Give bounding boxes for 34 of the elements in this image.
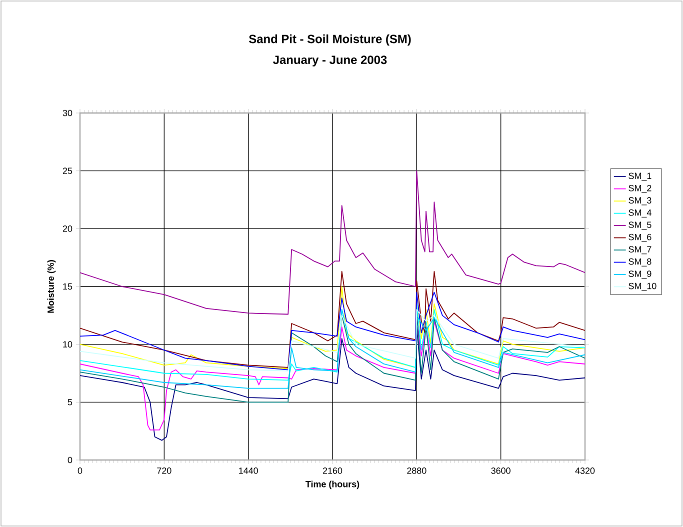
chart-title: Sand Pit - Soil Moisture (SM)	[248, 34, 411, 46]
y-tick-label: 30	[62, 110, 72, 116]
x-axis-title: Time (hours)	[306, 480, 360, 490]
x-tick-label: 3600	[491, 468, 510, 474]
legend-label: SM_7	[628, 246, 652, 254]
y-tick-label: 10	[63, 341, 72, 348]
legend-label: SM_6	[628, 234, 652, 242]
legend-label: SM_10	[628, 282, 656, 291]
y-tick-label: 20	[62, 225, 72, 232]
line-series	[80, 271, 586, 368]
legend-label: SM_3	[628, 197, 652, 206]
legend-label: SM_5	[628, 222, 652, 230]
legend-label: SM_4	[628, 209, 652, 218]
legend-label: SM_1	[628, 172, 652, 181]
y-axis-title: Moisture (%)	[47, 260, 56, 313]
y-tick-label: 15	[63, 283, 72, 290]
x-tick-label: 4320	[575, 468, 595, 474]
x-tick-label: 1440	[239, 468, 258, 474]
line-series	[80, 309, 586, 372]
x-tick-label: 0	[78, 468, 82, 474]
line-series	[80, 170, 586, 315]
x-tick-label: 2160	[322, 468, 342, 474]
legend-label: SM_2	[628, 184, 652, 193]
x-tick-label: 720	[157, 468, 172, 474]
line-series	[80, 312, 586, 403]
y-tick-label: 25	[62, 168, 72, 174]
legend-label: SM_8	[628, 258, 652, 266]
chart-subtitle: January - June 2003	[273, 56, 387, 66]
line-series	[80, 326, 586, 441]
x-tick-label: 2880	[407, 468, 426, 474]
legend-label: SM_9	[628, 270, 652, 279]
line-series	[80, 309, 586, 389]
y-tick-label: 0	[68, 456, 72, 464]
y-tick-label: 5	[68, 399, 72, 406]
